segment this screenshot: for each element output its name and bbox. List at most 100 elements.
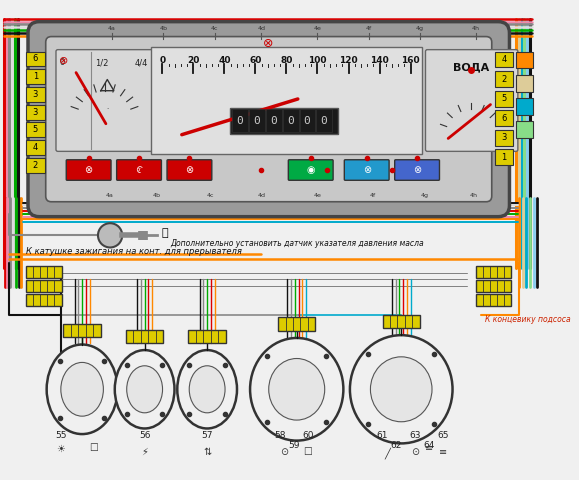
Text: 0: 0 (303, 116, 310, 126)
Bar (516, 121, 533, 138)
Text: К концевику подсоса: К концевику подсоса (485, 315, 571, 324)
Text: 4h: 4h (472, 26, 480, 31)
Text: 56: 56 (139, 432, 151, 440)
Ellipse shape (189, 366, 225, 413)
Bar (516, 75, 533, 92)
Text: 57: 57 (201, 432, 213, 440)
Text: 4c: 4c (206, 193, 214, 198)
Text: ⊗: ⊗ (262, 36, 273, 49)
Text: 62: 62 (391, 441, 402, 450)
Text: ⊗: ⊗ (135, 165, 143, 175)
Text: 3: 3 (33, 108, 38, 117)
Bar (516, 51, 533, 68)
Text: 140: 140 (370, 56, 389, 65)
Text: ⇅: ⇅ (203, 447, 211, 457)
Text: ·: · (106, 107, 108, 112)
Text: 0: 0 (159, 56, 166, 65)
Text: 4g: 4g (416, 26, 424, 31)
Text: ⊙: ⊙ (281, 447, 289, 457)
Text: 0: 0 (253, 116, 260, 126)
Bar (189, 330, 226, 343)
Text: 5: 5 (33, 125, 38, 134)
Ellipse shape (61, 362, 104, 416)
Bar (494, 130, 513, 146)
Text: 4: 4 (33, 143, 38, 152)
Text: 64: 64 (423, 441, 435, 450)
Text: 4f: 4f (365, 26, 372, 31)
Text: 4a: 4a (106, 193, 114, 198)
Text: ⊙: ⊙ (411, 447, 419, 457)
Bar (476, 294, 511, 306)
Text: 3: 3 (501, 133, 507, 143)
Text: 1: 1 (501, 153, 507, 162)
Ellipse shape (250, 338, 343, 441)
Text: 40: 40 (218, 56, 230, 65)
Text: ⊗: ⊗ (58, 56, 68, 66)
Bar (494, 91, 513, 107)
Ellipse shape (269, 359, 325, 420)
Ellipse shape (47, 345, 118, 434)
Bar (151, 47, 422, 154)
Text: ⊗: ⊗ (185, 165, 193, 175)
Text: 5: 5 (501, 94, 507, 103)
Bar (494, 71, 513, 87)
Bar (230, 108, 338, 133)
FancyBboxPatch shape (28, 22, 510, 216)
Bar (383, 315, 420, 328)
Text: 61: 61 (377, 432, 389, 440)
Text: 4a: 4a (108, 26, 116, 31)
Ellipse shape (350, 335, 453, 444)
Text: 4b: 4b (153, 193, 161, 198)
Bar (494, 149, 513, 165)
Text: 2: 2 (501, 74, 507, 84)
Ellipse shape (115, 350, 174, 429)
Bar (26, 294, 61, 306)
Text: 4e: 4e (313, 193, 321, 198)
Text: ◉: ◉ (306, 165, 315, 175)
Text: 20: 20 (187, 56, 200, 65)
FancyBboxPatch shape (345, 160, 389, 180)
Text: 6: 6 (501, 114, 507, 123)
Bar (283, 109, 299, 132)
Bar (26, 158, 45, 173)
Bar (26, 105, 45, 120)
Text: 1/2: 1/2 (95, 58, 108, 67)
Text: 3: 3 (33, 90, 38, 99)
FancyBboxPatch shape (56, 49, 153, 151)
Text: 65: 65 (438, 432, 449, 440)
Text: 0: 0 (60, 58, 65, 67)
Text: ☀: ☀ (56, 444, 65, 454)
Bar (26, 51, 45, 66)
Text: 0: 0 (270, 116, 277, 126)
Ellipse shape (371, 357, 432, 422)
Bar (26, 69, 45, 84)
Text: 160: 160 (401, 56, 420, 65)
FancyBboxPatch shape (395, 160, 439, 180)
Bar (316, 109, 332, 132)
FancyBboxPatch shape (66, 160, 111, 180)
Text: 🛢: 🛢 (162, 228, 168, 238)
Text: ☐: ☐ (303, 447, 312, 457)
Bar (26, 122, 45, 137)
Bar (278, 317, 316, 331)
Text: ⊗: ⊗ (413, 165, 421, 175)
Text: 80: 80 (280, 56, 292, 65)
Bar (476, 280, 511, 292)
Text: 4e: 4e (313, 26, 321, 31)
Bar (232, 109, 248, 132)
Text: ≡: ≡ (439, 447, 447, 457)
Text: ВОДА: ВОДА (453, 63, 489, 72)
FancyBboxPatch shape (288, 160, 333, 180)
Text: 63: 63 (409, 432, 421, 440)
Bar (516, 98, 533, 115)
Text: 0: 0 (320, 116, 327, 126)
Text: 60: 60 (302, 432, 314, 440)
Text: ⊗: ⊗ (85, 165, 93, 175)
Text: 58: 58 (274, 432, 285, 440)
Bar (266, 109, 282, 132)
Bar (299, 109, 316, 132)
FancyBboxPatch shape (167, 160, 212, 180)
FancyBboxPatch shape (46, 36, 492, 202)
Text: ⊗: ⊗ (362, 165, 371, 175)
Text: 4h: 4h (470, 193, 478, 198)
